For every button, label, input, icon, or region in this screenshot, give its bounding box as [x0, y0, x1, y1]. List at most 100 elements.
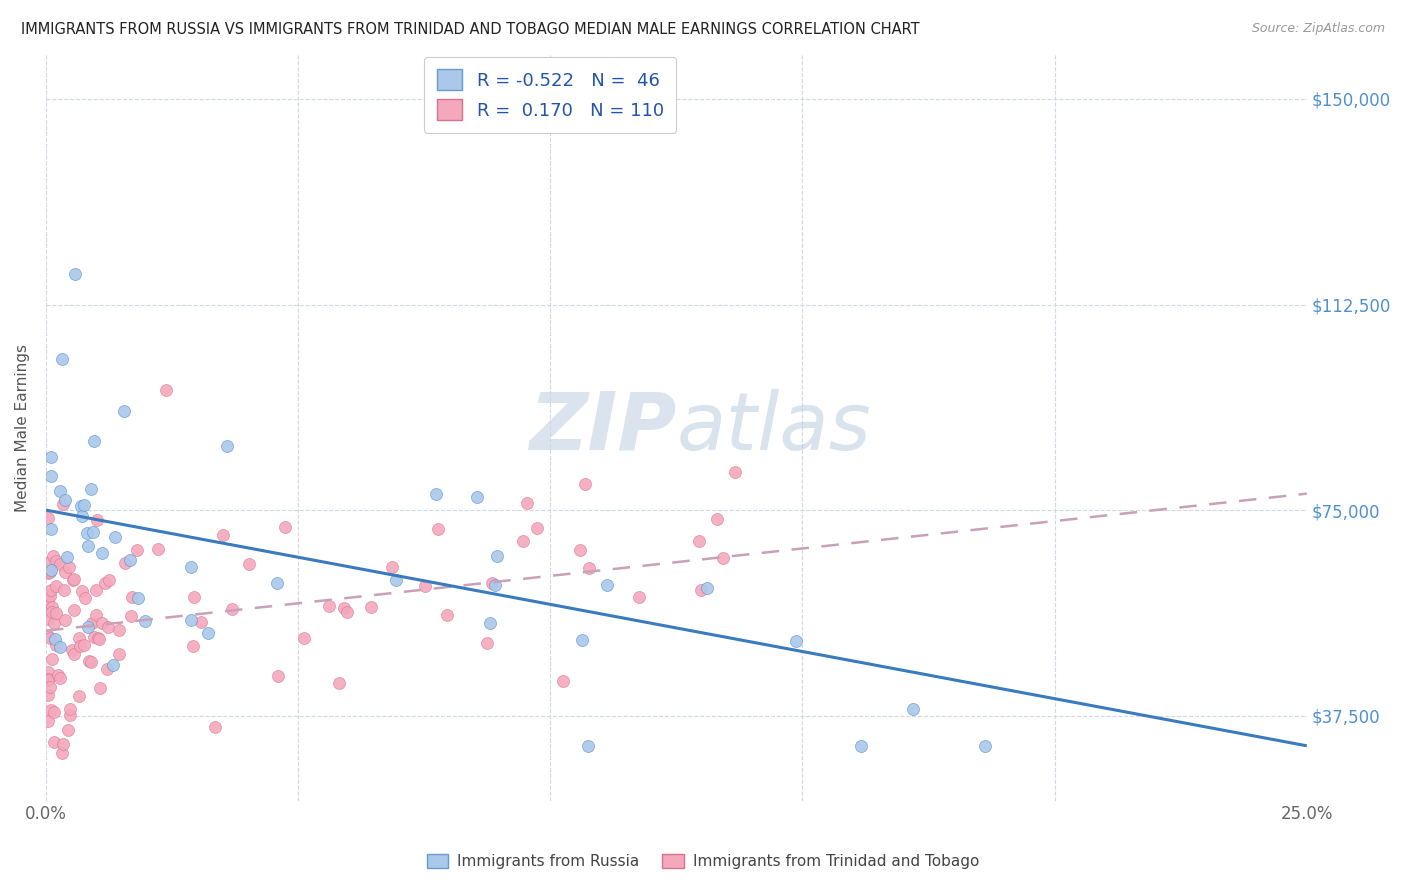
Point: [45, 554, 67, 568]
Point: [63, 648, 86, 662]
Point: [197, 626, 219, 640]
Point: [486, 549, 509, 564]
Point: [901, 701, 924, 715]
Point: [37, 557, 59, 571]
Point: [97, 620, 120, 634]
Point: [84, 607, 107, 622]
Point: [52, 583, 75, 598]
Point: [436, 608, 458, 623]
Point: [481, 576, 503, 591]
Point: [77, 619, 100, 633]
Point: [73, 499, 96, 513]
Point: [59, 702, 82, 716]
Point: [596, 578, 619, 592]
Point: [526, 521, 548, 535]
Point: [58, 560, 80, 574]
Point: [41, 605, 63, 619]
Point: [75, 591, 97, 605]
Point: [37, 665, 59, 680]
Point: [120, 608, 142, 623]
Text: atlas: atlas: [676, 389, 872, 467]
Point: [183, 591, 205, 605]
Point: [101, 658, 124, 673]
Point: [82, 524, 104, 539]
Point: [127, 591, 149, 605]
Point: [45, 606, 67, 620]
Point: [82, 616, 104, 631]
Point: [121, 591, 143, 605]
Point: [292, 631, 315, 645]
Point: [37, 595, 59, 609]
Point: [571, 632, 593, 647]
Point: [39, 450, 62, 464]
Point: [91, 616, 114, 631]
Point: [360, 599, 382, 614]
Point: [415, 579, 437, 593]
Point: [328, 676, 350, 690]
Point: [63, 268, 86, 282]
Point: [108, 647, 131, 661]
Point: [706, 512, 728, 526]
Point: [238, 558, 260, 572]
Point: [39, 566, 62, 580]
Point: [690, 582, 713, 597]
Point: [49, 640, 72, 654]
Point: [80, 482, 103, 496]
Point: [51, 746, 73, 760]
Point: [146, 542, 169, 557]
Point: [39, 703, 62, 717]
Point: [576, 739, 599, 753]
Point: [58, 708, 80, 723]
Point: [475, 636, 498, 650]
Point: [516, 496, 538, 510]
Point: [104, 530, 127, 544]
Point: [39, 523, 62, 537]
Point: [52, 497, 75, 511]
Point: [180, 560, 202, 574]
Point: [696, 582, 718, 596]
Point: [89, 632, 111, 646]
Point: [39, 563, 62, 577]
Text: IMMIGRANTS FROM RUSSIA VS IMMIGRANTS FROM TRINIDAD AND TOBAGO MEDIAN MALE EARNIN: IMMIGRANTS FROM RUSSIA VS IMMIGRANTS FRO…: [21, 22, 920, 37]
Point: [336, 605, 359, 619]
Point: [38, 680, 60, 694]
Point: [37, 629, 59, 643]
Point: [70, 584, 93, 599]
Point: [41, 652, 63, 666]
Point: [39, 631, 62, 645]
Point: [723, 465, 745, 479]
Point: [62, 573, 84, 587]
Point: [385, 573, 408, 587]
Point: [72, 508, 94, 523]
Point: [83, 630, 105, 644]
Point: [484, 577, 506, 591]
Point: [67, 631, 90, 645]
Point: [90, 546, 112, 560]
Legend: Immigrants from Russia, Immigrants from Trinidad and Tobago: Immigrants from Russia, Immigrants from …: [420, 847, 986, 875]
Point: [86, 513, 108, 527]
Point: [974, 739, 997, 753]
Point: [107, 624, 129, 638]
Point: [155, 383, 177, 397]
Point: [125, 543, 148, 558]
Point: [274, 520, 297, 534]
Point: [211, 527, 233, 541]
Point: [578, 561, 600, 575]
Legend: R = -0.522   N =  46, R =  0.170   N = 110: R = -0.522 N = 46, R = 0.170 N = 110: [425, 57, 676, 133]
Point: [39, 590, 62, 604]
Point: [83, 434, 105, 448]
Point: [53, 613, 76, 627]
Point: [553, 673, 575, 688]
Point: [180, 613, 202, 627]
Point: [42, 734, 65, 748]
Point: [41, 549, 63, 564]
Point: [48, 671, 70, 685]
Point: [190, 615, 212, 629]
Point: [48, 557, 70, 571]
Point: [96, 662, 118, 676]
Point: [512, 533, 534, 548]
Point: [41, 582, 63, 597]
Point: [266, 669, 288, 683]
Point: [37, 511, 59, 525]
Point: [204, 720, 226, 734]
